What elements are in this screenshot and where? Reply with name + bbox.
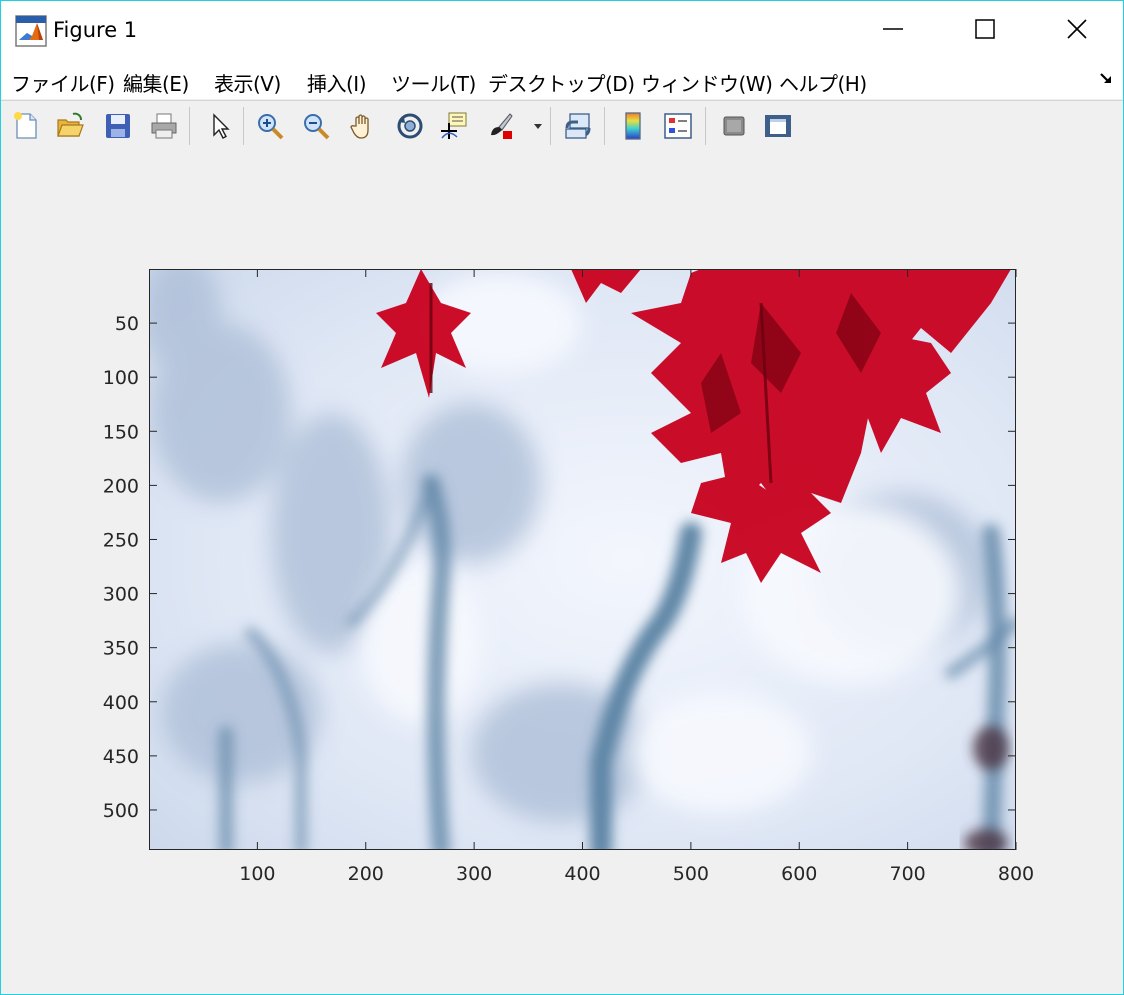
y-tick-label: 300 [103,584,139,606]
toolbar-separator [243,107,244,145]
toolbar-separator [189,107,190,145]
save-icon[interactable] [101,109,135,143]
maximize-button[interactable] [939,1,1031,61]
y-tick-label: 250 [103,529,139,551]
x-tick-label: 800 [998,863,1034,885]
toolbar-separator [705,107,706,145]
menu-desktop[interactable]: デスクトップ(D) [488,72,635,96]
x-axis: 100 200 300 400 500 600 700 800 [239,269,1034,885]
menu-window[interactable]: ウィンドウ(W) [641,72,773,96]
minimize-button[interactable] [847,1,939,61]
menu-bar: ファイル(F) 編集(E) 表示(V) 挿入(I) ツール(T) デスクトップ(… [1,61,1123,99]
maximize-icon [974,18,996,44]
new-figure-icon[interactable] [9,109,43,143]
menu-edit[interactable]: 編集(E) [123,72,189,96]
close-icon [1066,18,1088,44]
zoom-out-icon[interactable] [299,109,333,143]
menu-insert[interactable]: 挿入(I) [307,72,367,96]
hide-plot-tools-icon[interactable] [717,109,751,143]
colorbar-icon[interactable] [616,109,650,143]
menu-view[interactable]: 表示(V) [214,72,281,96]
x-tick-label: 600 [781,863,817,885]
x-tick-label: 300 [456,863,492,885]
title-bar[interactable]: Figure 1 [1,1,1123,61]
y-tick-label: 200 [103,475,139,497]
y-axis: 50 100 150 200 250 300 350 400 450 500 [103,313,1016,822]
brush-icon[interactable] [483,109,517,143]
toolbar-separator [550,107,551,145]
y-tick-label: 350 [103,638,139,660]
edit-plot-arrow-icon[interactable] [203,109,237,143]
pan-hand-icon[interactable] [346,109,380,143]
rotate-3d-icon[interactable] [393,109,427,143]
menu-file[interactable]: ファイル(F) [11,72,115,96]
y-tick-label: 150 [103,421,139,443]
x-tick-label: 200 [348,863,384,885]
menu-tools[interactable]: ツール(T) [391,72,476,96]
y-tick-label: 450 [103,746,139,768]
figure-toolbar [1,100,1123,154]
x-tick-label: 400 [564,863,600,885]
x-tick-label: 500 [673,863,709,885]
window-title: Figure 1 [53,18,138,42]
link-plot-icon[interactable] [561,109,595,143]
brush-dropdown-icon[interactable] [531,109,545,143]
y-tick-label: 50 [115,313,139,335]
data-cursor-icon[interactable] [437,109,471,143]
matlab-logo-icon[interactable] [15,15,47,47]
y-tick-label: 400 [103,692,139,714]
show-plot-tools-icon[interactable] [761,109,795,143]
x-tick-label: 700 [889,863,925,885]
zoom-in-icon[interactable] [253,109,287,143]
legend-icon[interactable] [661,109,695,143]
dock-figure-icon[interactable] [1099,71,1115,91]
y-tick-label: 100 [103,367,139,389]
print-icon[interactable] [147,109,181,143]
toolbar-separator [604,107,605,145]
menu-help[interactable]: ヘルプ(H) [779,72,867,96]
y-tick-label: 500 [103,800,139,822]
figure-canvas[interactable]: 100 200 300 400 500 600 700 800 50 100 150 200 250 3… [1,153,1123,994]
open-file-icon[interactable] [53,109,87,143]
close-button[interactable] [1031,1,1123,61]
maple-snow-image [149,269,1016,850]
axes[interactable]: 100 200 300 400 500 600 700 800 50 100 150 200 250 3… [1,153,1123,994]
x-tick-label: 100 [239,863,275,885]
minimize-icon [882,18,904,44]
